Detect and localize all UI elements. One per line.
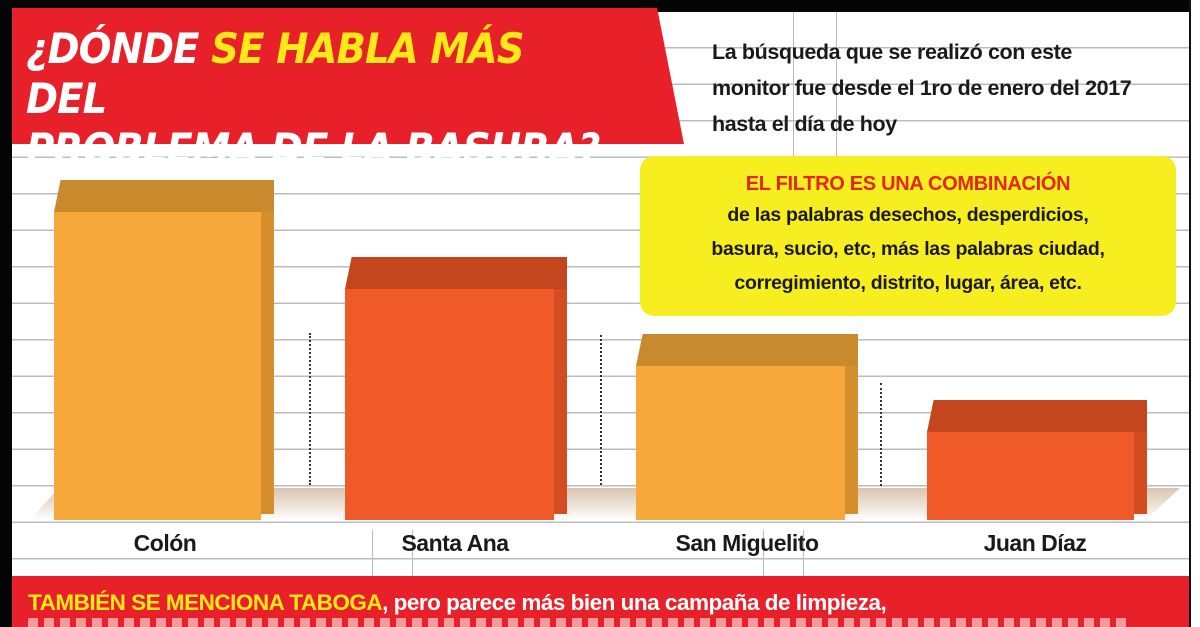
category-label: Colón [133,530,197,556]
intro-text: La búsqueda que se realizó con este moni… [712,40,1132,136]
category-label: Juan Díaz [983,530,1087,556]
page-title: ¿DÓNDE SE HABLA MÁS DEL PROBLEMA DE LA B… [26,24,615,174]
bar-side [1133,432,1147,514]
note-line: de las palabras desechos, desperdicios, [727,204,1089,226]
note-line: corregimiento, distrito, lugar, área, et… [734,272,1082,294]
title-text: ¿DÓNDE [26,24,212,73]
bar-side [844,366,858,514]
grid-vline [836,12,837,162]
category-label: Santa Ana [401,530,509,556]
bar-san-miguelito [636,334,858,520]
bar-colon [54,180,274,520]
title-banner [12,8,684,144]
bar-front [636,366,845,520]
left-border [0,0,12,627]
bar-top [345,257,567,289]
title-text: DEL [26,74,107,123]
bar-santa-ana [345,257,567,520]
note-line: basura, sucio, etc, más las palabras ciu… [711,238,1105,260]
bar-top [927,400,1147,432]
note-title: EL FILTRO ES UNA COMBINACIÓN [745,173,1071,195]
bar-front [927,432,1134,520]
bar-juan-diaz [927,400,1147,520]
dotted-divider [880,383,882,486]
dotted-divider [309,333,311,485]
title-highlight: SE HABLA MÁS [211,24,524,73]
grid-vline [763,530,764,580]
footer-text: TAMBIÉN SE MENCIONA TABOGA, pero parece … [28,590,887,616]
right-border [1189,0,1191,627]
category-label: San Miguelito [675,530,820,556]
title-line-2: PROBLEMA DE LA BASURA? [26,124,600,173]
grid-vline [793,12,794,162]
grid-vline [803,530,804,580]
footer-highlight: TAMBIÉN SE MENCIONA TABOGA [28,590,383,615]
grid-vline [412,530,413,580]
bar-side [260,212,274,514]
bar-top [636,334,858,366]
bar-front [345,289,554,520]
grid-vline [372,530,373,580]
bar-side [553,289,567,514]
filter-note-box: EL FILTRO ES UNA COMBINACIÓN de las pala… [640,156,1176,316]
footer-cut-off-text [28,618,1128,627]
bar-top [54,180,274,212]
dotted-divider [600,335,602,485]
footer-body: , pero parece más bien una campaña de li… [382,590,887,615]
bar-front [54,212,261,520]
